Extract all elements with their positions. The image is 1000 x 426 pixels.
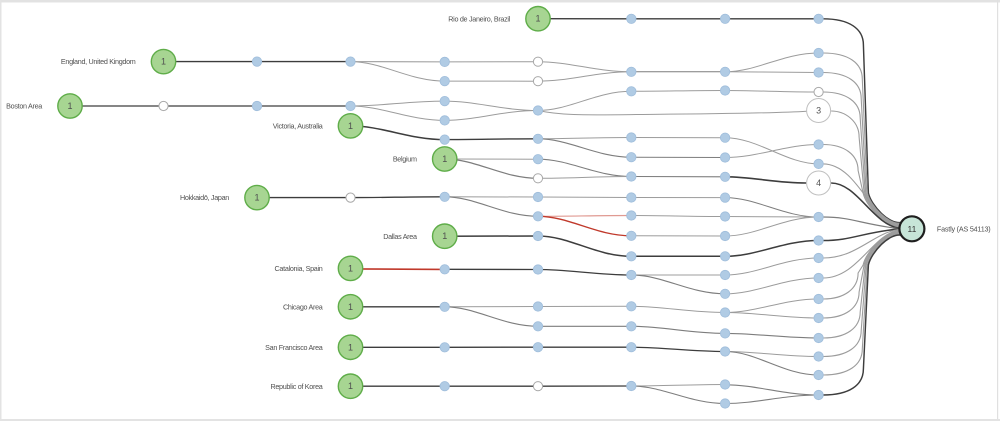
svg-text:Catalonia, Spain: Catalonia, Spain [275,264,323,273]
svg-text:1: 1 [348,263,353,273]
svg-text:Dallas Area: Dallas Area [383,232,417,241]
svg-text:1: 1 [535,14,540,24]
svg-text:Fastly (AS 54113): Fastly (AS 54113) [937,224,991,233]
svg-text:4: 4 [816,178,821,188]
svg-text:Belgium: Belgium [393,155,417,164]
svg-text:San Francisco Area: San Francisco Area [265,343,323,352]
svg-text:3: 3 [816,106,821,116]
svg-text:1: 1 [161,57,166,67]
svg-text:1: 1 [348,342,353,352]
svg-text:1: 1 [442,154,447,164]
svg-text:Boston Area: Boston Area [6,102,42,111]
svg-text:England, United Kingdom: England, United Kingdom [61,57,136,66]
svg-text:Victoria, Australia: Victoria, Australia [273,122,323,131]
svg-text:11: 11 [907,224,916,234]
svg-text:1: 1 [348,121,353,131]
svg-text:Rio de Janeiro, Brazil: Rio de Janeiro, Brazil [448,14,510,23]
svg-text:1: 1 [348,381,353,391]
svg-text:Chicago Area: Chicago Area [283,302,323,311]
svg-text:1: 1 [348,302,353,312]
svg-text:1: 1 [254,193,259,203]
svg-text:Hokkaidō, Japan: Hokkaidō, Japan [180,193,229,202]
svg-text:Republic of Korea: Republic of Korea [270,382,322,391]
svg-text:1: 1 [442,231,447,241]
svg-text:1: 1 [67,101,72,111]
